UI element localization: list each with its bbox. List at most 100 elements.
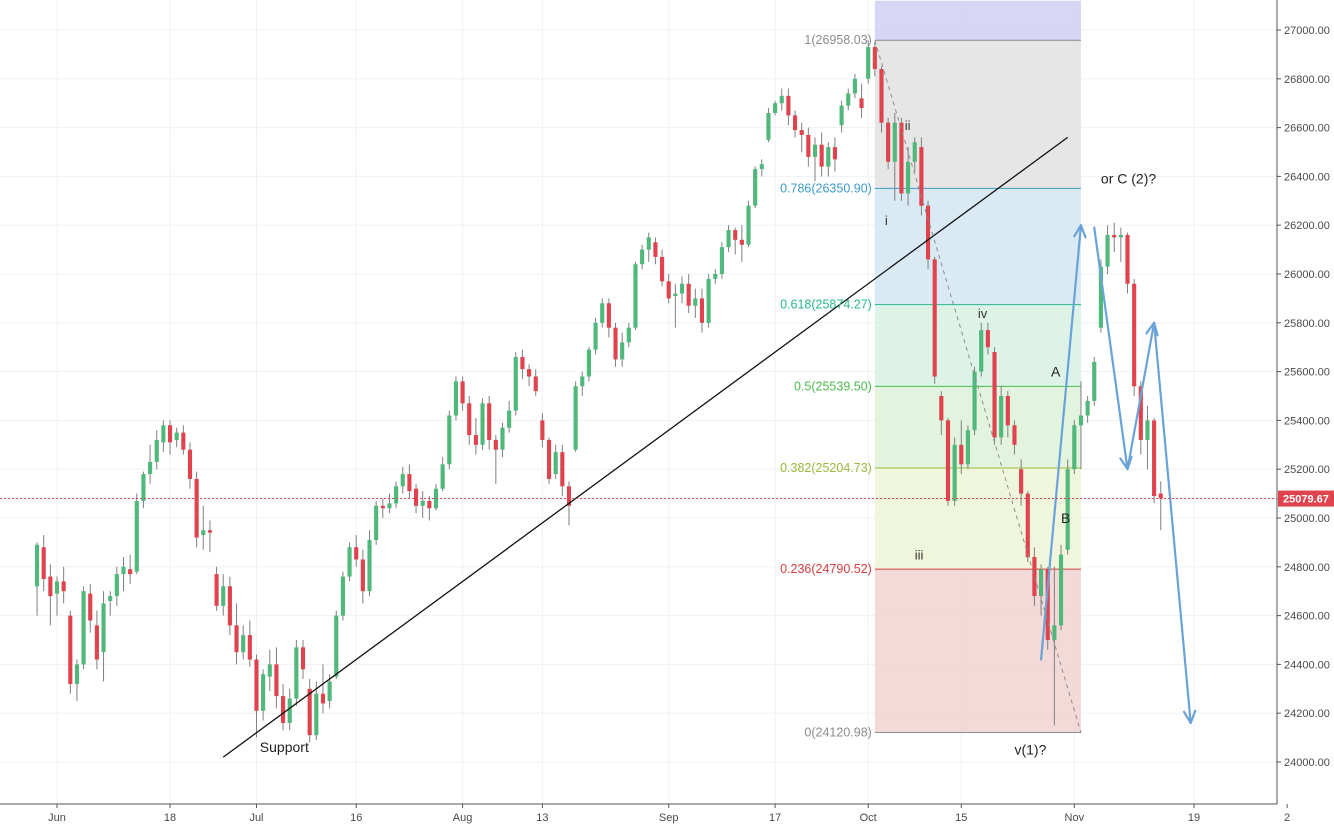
candle-up — [1145, 420, 1150, 440]
candle-up — [646, 237, 651, 250]
x-axis-tick-label: 18 — [164, 812, 176, 824]
candle-down — [61, 581, 66, 592]
y-axis-tick-label: 25800.00 — [1284, 318, 1330, 330]
wave-annotation: v(1)? — [1014, 742, 1046, 758]
candle-up — [866, 47, 871, 79]
candle-up — [633, 264, 638, 328]
candle-down — [473, 435, 478, 445]
candle-up — [387, 503, 392, 509]
candle-up — [693, 298, 698, 306]
wave-annotation: iv — [978, 306, 988, 321]
candle-down — [254, 659, 259, 711]
projection-arrow-line — [1093, 226, 1129, 471]
candle-up — [1058, 554, 1064, 626]
candle-up — [447, 415, 452, 465]
projection-arrow-line — [1153, 321, 1192, 725]
x-axis-tick-label: 16 — [350, 812, 362, 824]
wave-annotation: A — [1051, 363, 1061, 379]
candle-down — [533, 376, 538, 392]
fib-level-label: 1(26958.03) — [804, 33, 871, 47]
candle-down — [460, 381, 465, 404]
candle-down — [413, 488, 419, 506]
wave-annotation: B — [1061, 510, 1070, 526]
candle-down — [925, 205, 931, 260]
candle-up — [1078, 415, 1084, 426]
wave-annotation: ii — [905, 118, 911, 133]
candle-down — [41, 547, 46, 579]
candle-down — [959, 444, 964, 465]
fib-retracement-zones — [874, 0, 1081, 733]
y-axis-tick-label: 25400.00 — [1284, 415, 1330, 427]
x-axis-tick-label: 2 — [1284, 812, 1290, 824]
support-trendline — [222, 136, 1069, 758]
x-axis-tick-label: 15 — [955, 812, 967, 824]
candle-down — [214, 574, 219, 606]
candle-up — [294, 647, 299, 699]
candle-up — [400, 474, 405, 487]
candle-down — [1012, 425, 1017, 445]
candle-up — [719, 247, 724, 274]
wave-annotation: Support — [260, 739, 309, 755]
candle-down — [613, 327, 618, 360]
y-axis-tick-label: 24800.00 — [1284, 562, 1330, 574]
candle-up — [261, 674, 266, 711]
candle-up — [420, 500, 425, 506]
candle-up — [81, 591, 86, 665]
trendlines — [222, 40, 1082, 758]
y-axis-tick-label: 26400.00 — [1284, 171, 1330, 183]
candle-down — [653, 242, 658, 257]
candle-up — [108, 596, 113, 601]
projection-arrow-head — [1073, 224, 1087, 239]
y-axis-tick-label: 25000.00 — [1284, 513, 1330, 525]
candle-up — [374, 505, 379, 540]
candle-up — [972, 371, 977, 431]
candle-up — [340, 576, 345, 616]
y-axis-tick-label: 26800.00 — [1284, 74, 1330, 86]
last-price-tag-label: 25079.67 — [1283, 494, 1329, 506]
candle-down — [1152, 420, 1157, 497]
candle-up — [1092, 361, 1097, 401]
y-axis-tick-label: 24400.00 — [1284, 659, 1330, 671]
candle-up — [706, 278, 711, 323]
candle-down — [300, 647, 306, 670]
candle-up — [241, 635, 246, 653]
y-axis-tick-label: 26000.00 — [1284, 269, 1330, 281]
candle-up — [267, 664, 272, 677]
candle-down — [1125, 234, 1130, 284]
candle-down — [560, 452, 565, 487]
candle-down — [733, 230, 738, 240]
candle-up — [852, 78, 857, 94]
candle-up — [766, 112, 771, 140]
candle-up — [74, 664, 80, 684]
candle-down — [527, 369, 532, 377]
candle-down — [307, 688, 312, 736]
candle-down — [919, 147, 924, 206]
y-axis-tick-label: 24000.00 — [1284, 757, 1330, 769]
candle-up — [1039, 569, 1044, 597]
candle-up — [327, 681, 332, 701]
candle-down — [1158, 493, 1163, 499]
candle-down — [68, 615, 73, 684]
fib-level-label: 0(24120.98) — [804, 725, 871, 739]
fib-level-label: 0.5(25539.50) — [794, 379, 872, 393]
candle-down — [792, 115, 798, 131]
candle-up — [826, 147, 831, 167]
x-axis-tick-label: Aug — [453, 812, 473, 824]
fib-retracement-labels: 1(26958.03) 0.786(26350.90) 0.618(25874.27… — [780, 33, 872, 739]
candle-down — [380, 505, 385, 509]
candle-up — [952, 444, 957, 501]
y-axis-tick-label: 26200.00 — [1284, 220, 1330, 232]
candle-up — [906, 161, 911, 194]
candle-up — [1118, 234, 1123, 238]
candle-up — [999, 396, 1004, 438]
candle-down — [181, 432, 186, 450]
candle-down — [932, 259, 937, 377]
fib-zone — [874, 386, 1081, 469]
candle-down — [281, 696, 286, 723]
y-axis-ticks: 24000.00 24200.00 24400.00 24600.00 24800.00… — [1277, 25, 1330, 769]
fib-level-label: 0.382(25204.73) — [780, 461, 872, 475]
candle-up — [892, 122, 897, 162]
